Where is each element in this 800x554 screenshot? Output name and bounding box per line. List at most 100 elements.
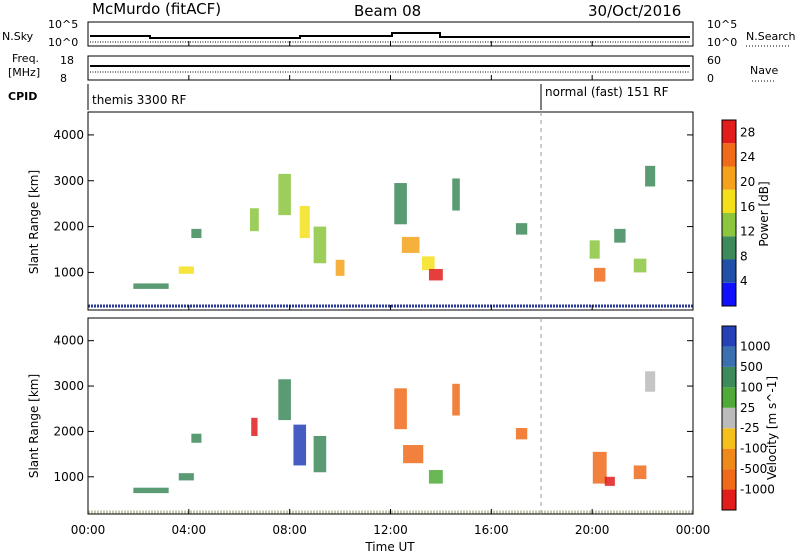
echo-patch-0-6 (313, 226, 327, 264)
echo-patch-0-8 (394, 183, 407, 225)
colorbar-tick-1-4: -25 (740, 421, 760, 435)
echo-patch-0-3 (249, 208, 259, 232)
power-colorbar: 4 8 12 16 20 24 28 (721, 119, 755, 307)
echo-patch-0-10 (422, 256, 435, 271)
y-tick-label-0-0: 1000 (53, 265, 84, 279)
echo-patch-1-8 (403, 445, 424, 464)
colorbar-swatch-1-3 (722, 428, 736, 449)
colorbar-swatch-0-7 (722, 120, 736, 144)
colorbar-tick-0-6: 28 (740, 125, 755, 139)
echo-patch-1-11 (515, 428, 528, 440)
colorbar-tick-0-1: 8 (740, 249, 748, 263)
colorbar-swatch-1-4 (722, 407, 736, 429)
colorbar-swatch-1-6 (722, 366, 736, 388)
colorbar-swatch-0-0 (722, 282, 736, 306)
y-tick-label-1-1: 2000 (53, 424, 84, 438)
colorbar-swatch-1-8 (722, 326, 736, 347)
echo-patch-0-1 (178, 266, 194, 274)
velocity-colorbar: 1000 500 100 25 -25 -100 -500 -1000 (721, 325, 775, 511)
freq-tick-bottom: 8 (60, 72, 67, 85)
echo-patch-0-5 (299, 205, 310, 239)
echo-patch-0-18 (645, 165, 656, 187)
noise-left-label: N.Sky (2, 30, 34, 43)
echo-patch-0-0 (133, 283, 169, 289)
nave-tick-top: 60 (707, 54, 721, 67)
noise-left-tick-bottom: 10^0 (48, 36, 78, 49)
echo-patch-1-5 (293, 424, 307, 466)
x-tick-label-6: 00:00 (676, 523, 711, 537)
y-tick-label-1-3: 4000 (53, 334, 84, 348)
nave-label: Nave (750, 64, 778, 77)
power-colorbar-label: Power [dB] (757, 181, 771, 246)
colorbar-tick-1-2: 100 (740, 380, 763, 394)
echo-patch-1-3 (251, 417, 258, 436)
x-tick-label-0: 00:00 (71, 523, 106, 537)
freq-label-top: Freq. (12, 52, 39, 65)
cpid-mode-2: normal (fast) 151 RF (545, 85, 669, 99)
echo-patch-1-15 (645, 371, 656, 392)
power-data-cells (133, 165, 656, 289)
freq-label-bottom: [MHz] (8, 66, 40, 79)
colorbar-swatch-1-1 (722, 469, 736, 490)
colorbar-tick-1-0: 1000 (740, 339, 771, 353)
velocity-y-axis: 1000 2000 3000 4000 (53, 334, 693, 484)
echo-patch-0-7 (335, 259, 345, 276)
beam-title: Beam 08 (354, 2, 421, 20)
x-tick-label-1: 04:00 (172, 523, 207, 537)
velocity-data-cells (133, 371, 656, 494)
colorbar-swatch-0-1 (722, 259, 736, 283)
colorbar-tick-0-5: 24 (740, 150, 755, 164)
echo-patch-1-7 (394, 388, 407, 430)
colorbar-swatch-0-5 (722, 166, 736, 190)
freq-panel: Freq. [MHz] 18 8 60 0 Nave (8, 52, 778, 85)
x-tick-label-3: 12:00 (373, 523, 408, 537)
colorbar-swatch-0-4 (722, 189, 736, 213)
colorbar-tick-0-2: 12 (740, 225, 755, 239)
echo-patch-1-14 (633, 465, 647, 480)
x-tick-label-5: 20:00 (575, 523, 610, 537)
colorbar-tick-0-0: 4 (740, 274, 748, 288)
y-tick-label-0-2: 3000 (53, 174, 84, 188)
colorbar-tick-0-3: 16 (740, 200, 755, 214)
y-tick-label-1-0: 1000 (53, 470, 84, 484)
colorbar-swatch-1-5 (722, 387, 736, 408)
x-tick-label-4: 16:00 (474, 523, 509, 537)
power-y-axis-label: Slant Range [km] (27, 170, 41, 274)
noise-left-tick-top: 10^5 (48, 18, 78, 31)
date-title: 30/Oct/2016 (588, 2, 681, 20)
x-axis-label: Time UT (364, 540, 415, 554)
echo-patch-1-4 (278, 379, 291, 421)
colorbar-swatch-1-7 (722, 346, 736, 367)
colorbar-swatch-1-2 (722, 448, 736, 470)
noise-right-tick-bottom: 10^0 (707, 36, 737, 49)
echo-patch-1-10 (452, 383, 460, 416)
noise-right-label: N.Search (746, 30, 796, 43)
echo-patch-0-16 (614, 228, 626, 243)
echo-patch-1-1 (178, 473, 194, 481)
y-tick-label-0-3: 4000 (53, 128, 84, 142)
echo-patch-1-9 (428, 469, 443, 484)
velocity-colorbar-label: Velocity [m s^-1] (765, 376, 779, 480)
x-tick-label-2: 08:00 (272, 523, 307, 537)
colorbar-tick-0-4: 20 (740, 175, 755, 189)
time-x-axis: 00:00 04:00 08:00 12:00 16:00 20:00 00:00 (71, 41, 711, 537)
noise-right-tick-top: 10^5 (707, 18, 737, 31)
velocity-y-axis-label: Slant Range [km] (27, 374, 41, 478)
colorbar-frame-1 (721, 325, 737, 511)
echo-patch-1-13 (604, 476, 615, 486)
echo-patch-0-15 (594, 267, 606, 282)
freq-tick-top: 18 (60, 54, 74, 67)
echo-patch-1-12 (592, 451, 607, 484)
colorbar-swatch-0-6 (722, 143, 736, 167)
colorbar-tick-1-6: -500 (740, 462, 767, 476)
cpid-label: CPID (8, 90, 37, 103)
echo-patch-1-2 (191, 433, 202, 443)
colorbar-swatch-1-0 (722, 489, 736, 510)
echo-patch-0-4 (278, 173, 291, 216)
colorbar-tick-1-1: 500 (740, 360, 763, 374)
echo-patch-1-0 (133, 487, 169, 494)
y-tick-label-0-1: 2000 (53, 220, 84, 234)
colorbar-tick-1-5: -100 (740, 442, 767, 456)
echo-patch-0-11 (428, 268, 443, 281)
